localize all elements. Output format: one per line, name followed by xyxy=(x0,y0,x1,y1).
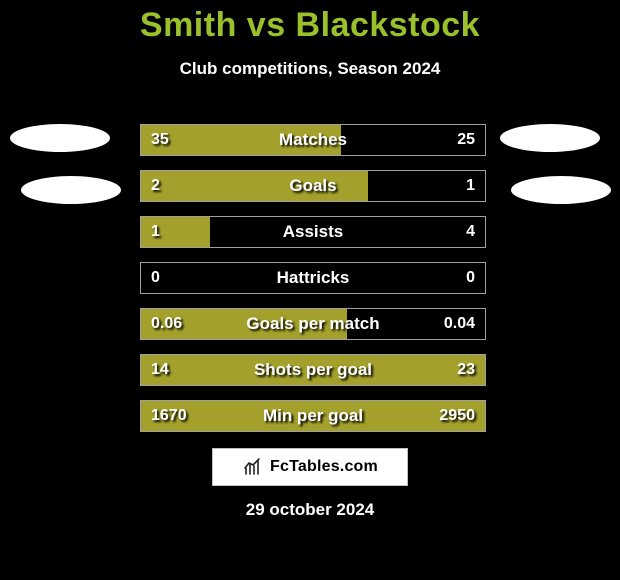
page-title: Smith vs Blackstock xyxy=(0,6,620,45)
stat-rows: 35Matches252Goals11Assists40Hattricks00.… xyxy=(140,124,486,432)
stat-right-value: 0.04 xyxy=(444,309,475,339)
stat-label: Goals per match xyxy=(141,309,485,339)
stat-label: Assists xyxy=(141,217,485,247)
stat-row: 1Assists4 xyxy=(140,216,486,248)
right-avatar-placeholder-1 xyxy=(500,124,600,152)
stat-row: 2Goals1 xyxy=(140,170,486,202)
page-subtitle: Club competitions, Season 2024 xyxy=(0,59,620,79)
left-avatar-placeholder-1 xyxy=(10,124,110,152)
stat-right-value: 4 xyxy=(466,217,475,247)
stat-right-value: 2950 xyxy=(439,401,475,431)
comparison-card: Smith vs Blackstock Club competitions, S… xyxy=(0,0,620,580)
stat-label: Matches xyxy=(141,125,485,155)
stat-right-value: 1 xyxy=(466,171,475,201)
footer-date: 29 october 2024 xyxy=(0,500,620,520)
left-avatar-placeholder-2 xyxy=(21,176,121,204)
stat-label: Shots per goal xyxy=(141,355,485,385)
stat-label: Min per goal xyxy=(141,401,485,431)
stat-row: 35Matches25 xyxy=(140,124,486,156)
attribution-box: FcTables.com xyxy=(212,448,408,486)
stat-row: 0.06Goals per match0.04 xyxy=(140,308,486,340)
stat-right-value: 0 xyxy=(466,263,475,293)
stat-right-value: 23 xyxy=(457,355,475,385)
right-avatar-placeholder-2 xyxy=(511,176,611,204)
brand-logo-icon xyxy=(242,456,264,478)
stat-row: 1670Min per goal2950 xyxy=(140,400,486,432)
stat-row: 14Shots per goal23 xyxy=(140,354,486,386)
stat-row: 0Hattricks0 xyxy=(140,262,486,294)
stat-label: Goals xyxy=(141,171,485,201)
stat-right-value: 25 xyxy=(457,125,475,155)
stat-label: Hattricks xyxy=(141,263,485,293)
attribution-brand: FcTables.com xyxy=(270,458,378,476)
